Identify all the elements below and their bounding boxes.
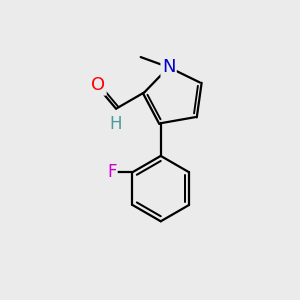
Text: F: F <box>107 163 116 181</box>
Text: N: N <box>162 58 175 76</box>
Text: O: O <box>91 76 105 94</box>
Text: H: H <box>110 115 122 133</box>
